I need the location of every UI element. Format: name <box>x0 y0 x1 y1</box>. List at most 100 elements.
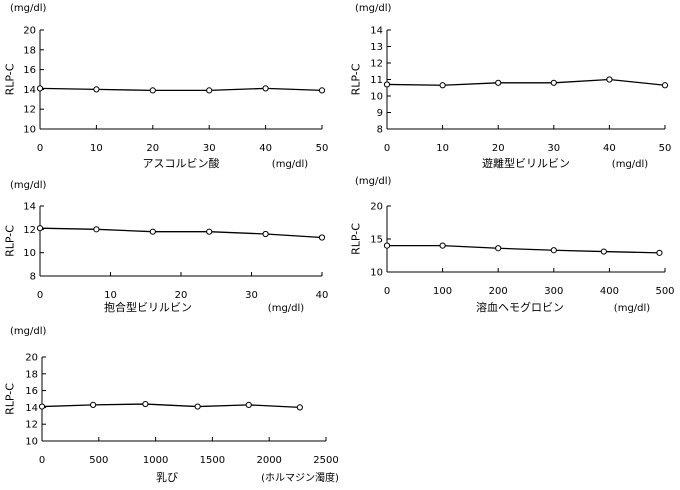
x-tick-label: 50 <box>659 143 672 154</box>
x-tick-label: 500 <box>89 455 108 466</box>
x-tick-label: 0 <box>39 455 45 466</box>
x-unit-label: (ホルマジン濁度) <box>261 471 339 484</box>
y-tick-label: 8 <box>377 125 383 136</box>
data-point <box>439 82 446 89</box>
x-tick-label: 0 <box>37 290 43 301</box>
data-point <box>90 401 97 408</box>
data-point <box>606 76 613 83</box>
x-tick-label: 10 <box>104 290 117 301</box>
x-tick-label: 10 <box>90 143 103 154</box>
data-point <box>245 401 252 408</box>
data-point <box>206 87 213 94</box>
y-tick-label: 12 <box>370 59 383 70</box>
y-tick-label: 20 <box>25 353 38 364</box>
x-tick-label: 30 <box>203 143 216 154</box>
y-axis-title: RLP-C <box>4 383 17 415</box>
chart-2: 8 9 10 11 12 13 14 0 10 20 30 40 50 (mg/dl) RLP-C 遊離型ビリ… <box>350 3 672 170</box>
x-tick-label: 300 <box>544 286 563 297</box>
x-tick-label: 20 <box>146 143 159 154</box>
x-tick-label: 40 <box>603 143 616 154</box>
y-tick-label: 18 <box>23 45 36 56</box>
data-point <box>383 242 391 249</box>
y-axis-title: RLP-C <box>4 225 17 257</box>
y-tick-label: 11 <box>370 75 383 86</box>
x-tick-label: 400 <box>600 286 619 297</box>
x-tick-label: 0 <box>37 143 43 154</box>
x-tick-label: 1000 <box>143 455 168 466</box>
y-tick-label: 14 <box>23 202 36 213</box>
y-tick-label: 16 <box>25 386 38 397</box>
data-point <box>318 234 326 241</box>
data-point <box>296 404 303 411</box>
x-tick-label: 200 <box>489 286 508 297</box>
series-line <box>39 87 323 92</box>
series-line <box>386 78 666 86</box>
y-tick-label: 14 <box>370 26 383 37</box>
data-point <box>142 400 149 408</box>
data-point <box>550 79 557 86</box>
data-point <box>262 230 269 238</box>
y-unit-label: (mg/dl) <box>355 3 391 14</box>
x-unit-label: (mg/dl) <box>614 303 650 314</box>
y-tick-label: 18 <box>25 369 38 380</box>
data-point <box>318 87 326 94</box>
x-tick-label: 2500 <box>313 455 338 466</box>
x-tick-label: 20 <box>175 290 188 301</box>
data-point <box>600 248 607 255</box>
y-axis-title: RLP-C <box>350 223 363 255</box>
y-tick-label: 20 <box>23 26 36 37</box>
data-point <box>93 86 100 93</box>
series-line <box>41 403 300 409</box>
y-tick-label: 12 <box>23 105 36 116</box>
y-tick-label: 13 <box>370 42 383 53</box>
data-point <box>383 81 391 88</box>
x-tick-label: 2000 <box>256 455 281 466</box>
y-tick-label: 20 <box>370 202 383 213</box>
data-point <box>93 226 100 233</box>
y-tick-label: 15 <box>370 235 383 246</box>
y-tick-label: 9 <box>377 108 383 119</box>
x-tick-label: 30 <box>245 290 258 301</box>
y-tick-label: 8 <box>30 272 36 283</box>
series-line <box>387 244 660 254</box>
data-point <box>194 403 201 410</box>
y-unit-label: (mg/dl) <box>10 180 46 191</box>
x-tick-label: 1500 <box>200 455 225 466</box>
data-point <box>36 85 44 92</box>
x-tick-label: 0 <box>384 286 390 297</box>
y-axis-title: RLP-C <box>4 63 17 95</box>
data-point <box>262 85 269 92</box>
x-tick-label: 500 <box>655 286 674 297</box>
data-point <box>149 228 156 235</box>
x-tick-label: 50 <box>316 143 329 154</box>
x-unit-label: (mg/dl) <box>612 159 648 170</box>
data-point <box>149 87 156 94</box>
chart-5: 10 12 14 16 18 20 0 500 1000 1500 2000 2500 (mg/dl) R… <box>4 326 339 484</box>
x-tick-label: 40 <box>316 290 329 301</box>
series-line <box>39 227 323 239</box>
x-axis-title: 溶血ヘモグロビン <box>476 300 564 314</box>
chart-3: 8 10 12 14 0 10 20 30 40 (mg/dl) RLP-C 抱合型ビリルビン (mg/… <box>4 180 329 314</box>
y-tick-label: 12 <box>23 225 36 236</box>
x-unit-label: (mg/dl) <box>268 303 304 314</box>
data-point <box>206 228 213 235</box>
x-tick-label: 0 <box>384 143 390 154</box>
data-point <box>495 79 502 86</box>
y-axis-title: RLP-C <box>350 63 363 95</box>
y-tick-label: 10 <box>370 268 383 279</box>
data-point <box>38 403 46 410</box>
y-tick-label: 10 <box>23 125 36 136</box>
data-point <box>661 82 669 89</box>
x-tick-label: 20 <box>492 143 505 154</box>
data-point <box>550 247 557 254</box>
data-point <box>495 245 502 252</box>
data-point <box>439 242 446 249</box>
x-axis-title: 遊離型ビリルビン <box>482 156 570 170</box>
x-axis-title: 乳び <box>156 471 178 484</box>
y-tick-label: 14 <box>23 85 36 96</box>
y-tick-label: 14 <box>25 403 38 414</box>
data-point <box>656 249 663 256</box>
